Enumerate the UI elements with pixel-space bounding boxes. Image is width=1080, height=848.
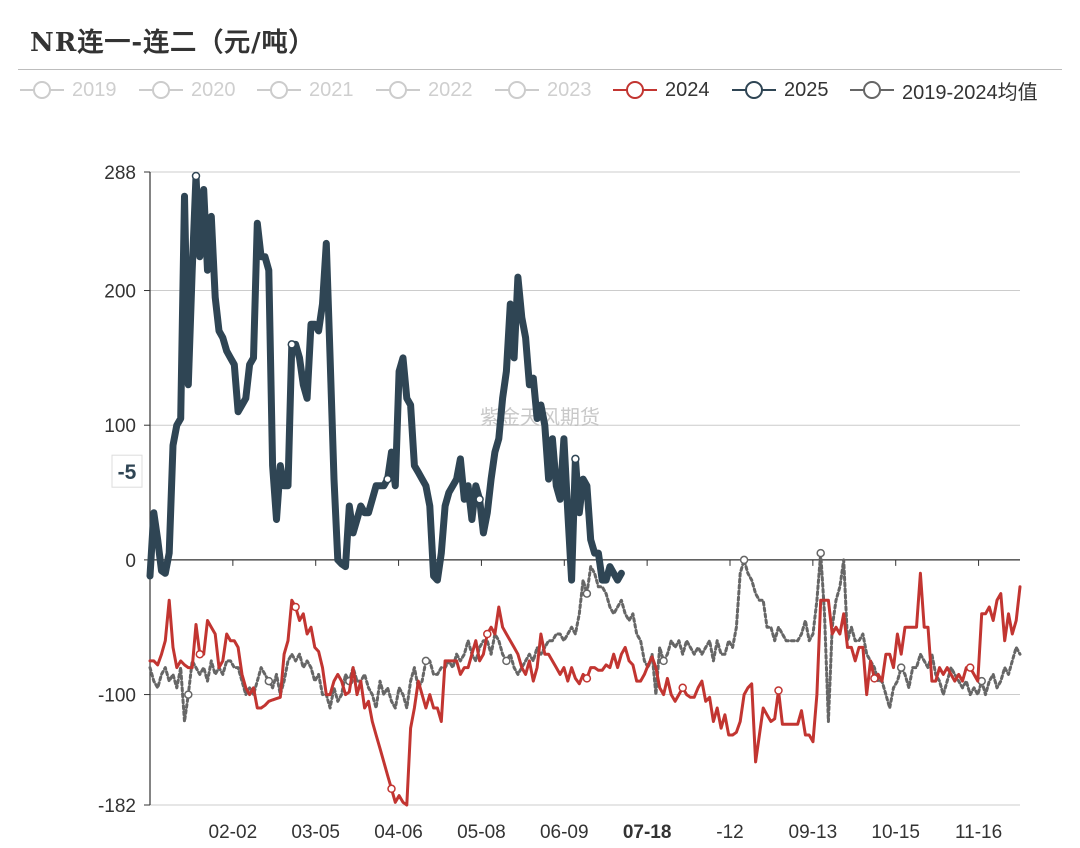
y-tick-label: -182 [98,796,136,817]
legend-line-circle-icon [495,81,539,99]
legend-label: 2025 [784,78,829,101]
legend-label: 2019-2024均值 [902,81,1038,104]
series-marker [774,686,783,695]
axis-pointer-label: -5 [111,454,143,488]
series-marker [421,656,431,666]
title-divider [18,69,1062,70]
legend-circle [863,81,881,99]
series-marker [383,474,392,484]
x-tick-label: 03-05 [291,822,340,843]
series-line-2024 [148,571,1022,807]
x-tick-label: 02-02 [209,822,258,843]
series-marker [659,656,668,666]
series-line-average [148,551,1022,723]
legend-label: 2021 [309,78,354,101]
legend-circle [626,81,644,99]
series-marker [582,674,592,683]
legend-label: 2023 [547,78,592,101]
x-tick-label: 05-08 [457,822,506,843]
legend-item-2022[interactable]: 2022 [374,78,473,102]
series-marker [483,629,492,639]
series-marker [287,340,297,349]
legend-item-2020[interactable]: 2020 [137,78,236,102]
series-marker [502,656,511,666]
chart-legend: 2019 2020 2021 2022 2023 2024 2025 2019-… [0,72,1080,108]
y-tick-label: 200 [104,282,136,303]
y-tick-label: 288 [104,163,136,184]
legend-label: 2019 [72,78,117,101]
legend-line-circle-icon [613,81,657,99]
legend-item-2021[interactable]: 2021 [255,78,354,102]
chart-series [146,171,1022,807]
page-title: NR连一-连二（元/吨） [30,28,316,58]
chart-axes: 288 200 100 0 -100 -182 02-02 03-05 04-06 05-08 06… [98,163,1020,843]
y-tick-label: 0 [125,551,136,572]
legend-label: 2022 [428,78,473,101]
legend-circle [33,81,51,99]
series-marker [191,171,201,181]
series-marker [965,663,975,672]
series-marker [264,676,274,686]
x-tick-label: -12 [716,822,743,843]
legend-line-circle-icon [20,81,64,99]
legend-line-circle-icon [732,81,776,99]
legend-line-circle-icon [257,81,301,99]
legend-circle [508,81,526,99]
pointer-label-box [111,454,143,488]
legend-label: 2020 [191,78,236,101]
x-tick-label: 11-16 [955,822,1002,843]
y-tick-label: 100 [104,416,136,437]
series-marker [195,649,205,659]
pointer-label-text: -5 [118,461,137,484]
legend-item-2025[interactable]: 2025 [730,78,829,102]
series-marker [387,784,396,794]
legend-circle [270,81,288,99]
legend-circle [152,81,170,99]
x-tick-label: 04-06 [374,822,423,843]
x-tick-label: 10-15 [871,822,920,843]
legend-circle [745,81,763,99]
x-tick-label: 09-13 [789,822,838,843]
legend-circle [389,81,407,99]
legend-line-circle-icon [850,81,894,99]
series-marker [475,495,484,504]
legend-line-circle-icon [139,81,183,99]
series-marker [896,663,906,672]
series-marker [739,555,749,565]
series-marker [291,602,300,612]
x-tick-label: 07-18 [623,822,672,843]
series-line-2025 [146,172,625,584]
series-marker [582,589,592,598]
y-tick-label: -100 [98,686,136,707]
x-tick-label: 06-09 [540,822,589,843]
series-marker [678,683,687,693]
series-marker [571,454,580,464]
series-marker [816,548,825,558]
legend-item-2019[interactable]: 2019 [18,78,117,102]
legend-item-average[interactable]: 2019-2024均值 [848,78,1038,104]
legend-item-2023[interactable]: 2023 [493,78,592,102]
series-marker [184,690,193,699]
legend-line-circle-icon [376,81,420,99]
legend-item-2024[interactable]: 2024 [611,78,710,102]
series-marker [870,674,879,683]
legend-label: 2024 [665,78,710,101]
